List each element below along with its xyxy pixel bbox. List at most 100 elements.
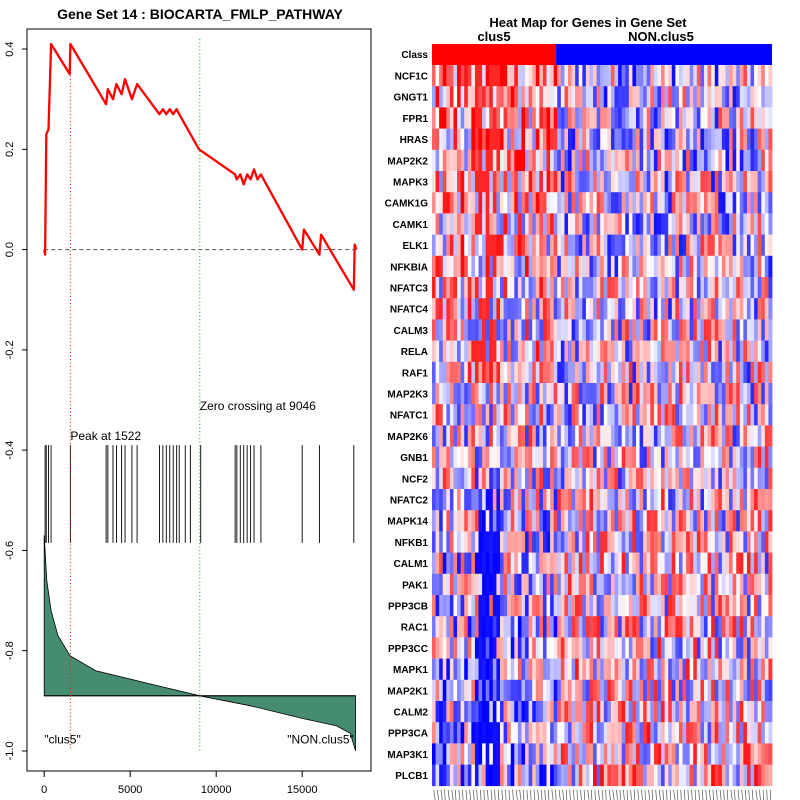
heatmap-cell	[650, 361, 655, 384]
heatmap-cell	[700, 361, 705, 384]
heatmap-cell	[510, 86, 515, 108]
heatmap-cell	[507, 213, 512, 235]
heatmap-cell	[564, 149, 569, 172]
heatmap-cell	[439, 552, 444, 575]
heatmap-cell	[464, 404, 469, 426]
heatmap-cell	[550, 743, 555, 765]
heatmap-cell	[707, 107, 712, 129]
heatmap-cell	[596, 298, 601, 320]
heatmap-cell	[714, 467, 719, 490]
heatmap-cell	[625, 319, 630, 341]
heatmap-cell	[618, 573, 623, 596]
heatmap-cell	[500, 573, 504, 596]
heatmap-cell	[639, 531, 644, 553]
heatmap-cell	[503, 764, 508, 787]
sample-label-mark	[465, 789, 468, 800]
heatmap-cell	[696, 149, 701, 172]
heatmap-cell	[750, 86, 755, 108]
heatmap-cell	[739, 128, 744, 151]
sample-label-mark	[673, 789, 676, 800]
heatmap-cell	[704, 107, 708, 129]
heatmap-cell	[721, 658, 726, 681]
heatmap-cell	[564, 213, 569, 235]
heatmap-gene-label: CALM1	[394, 559, 429, 570]
x-tick-label: 5000	[118, 784, 142, 796]
heatmap-cell	[575, 171, 580, 193]
heatmap-cell	[585, 361, 590, 384]
heatmap-cell	[714, 277, 719, 299]
heatmap-cell	[678, 86, 683, 108]
heatmap-cell	[550, 234, 555, 257]
heatmap-cell	[535, 722, 540, 744]
heatmap-cell	[435, 743, 440, 765]
heatmap-cell	[485, 658, 490, 681]
heatmap-cell	[553, 149, 558, 172]
heatmap-cell	[704, 234, 708, 257]
heatmap-cell	[564, 128, 569, 151]
heatmap-cell	[492, 361, 497, 384]
heatmap-cell	[503, 171, 508, 193]
heatmap-cell	[507, 616, 512, 638]
heatmap-cell	[668, 552, 673, 575]
heatmap-cell	[489, 679, 494, 702]
heatmap-cell	[492, 467, 497, 490]
heatmap-cell	[603, 595, 608, 617]
heatmap-cell	[639, 277, 644, 299]
heatmap-cell	[546, 319, 551, 341]
heatmap-cell	[439, 361, 444, 384]
heatmap-cell	[621, 489, 626, 511]
heatmap-cell	[510, 361, 515, 384]
heatmap-cell	[564, 531, 569, 553]
heatmap-cell	[539, 65, 544, 87]
heatmap-cell	[460, 489, 465, 511]
heatmap-cell	[442, 86, 447, 108]
heatmap-cell	[500, 298, 504, 320]
heatmap-cell	[553, 764, 558, 787]
heatmap-cell	[664, 171, 669, 193]
y-tick-label: 0.2	[4, 142, 16, 157]
heatmap-cell	[764, 383, 769, 405]
heatmap-cell	[585, 234, 590, 257]
heatmap-cell	[507, 722, 512, 744]
heatmap-cell	[725, 171, 730, 193]
heatmap-cell	[628, 298, 633, 320]
heatmap-cell	[693, 255, 698, 278]
heatmap-cell	[768, 86, 773, 108]
heatmap-cell	[718, 86, 723, 108]
heatmap-cell	[449, 743, 454, 765]
heatmap-cell	[643, 383, 648, 405]
heatmap-cell	[439, 510, 444, 532]
heatmap-cell	[496, 65, 501, 87]
heatmap-cell	[761, 86, 766, 108]
heatmap-cell	[432, 616, 436, 638]
heatmap-cell	[596, 467, 601, 490]
heatmap-cell	[593, 171, 598, 193]
heatmap-cell	[432, 467, 436, 490]
heatmap-cell	[661, 489, 666, 511]
heatmap-cell	[492, 340, 497, 363]
heatmap-cell	[568, 595, 572, 617]
heatmap-cell	[711, 489, 716, 511]
heatmap-cell	[621, 467, 626, 490]
heatmap-cell	[768, 319, 773, 341]
heatmap-cell	[704, 467, 708, 490]
heatmap-cell	[714, 404, 719, 426]
heatmap-cell	[614, 361, 619, 384]
heatmap-cell	[700, 573, 705, 596]
heatmap-cell	[729, 552, 734, 575]
heatmap-cell	[474, 531, 479, 553]
heatmap-cell	[625, 764, 630, 787]
heatmap-cell	[460, 510, 465, 532]
heatmap-gene-label: NFKBIA	[390, 262, 428, 273]
heatmap-cell	[696, 340, 701, 363]
heatmap-cell	[446, 637, 451, 659]
heatmap-cell	[449, 319, 454, 341]
heatmap-cell	[614, 107, 619, 129]
heatmap-cell	[471, 658, 476, 681]
heatmap-cell	[607, 65, 612, 87]
heatmap-cell	[664, 107, 669, 129]
heatmap-cell	[732, 467, 737, 490]
heatmap-cell	[707, 552, 712, 575]
heatmap-cell	[625, 383, 630, 405]
heatmap-cell	[675, 616, 680, 638]
